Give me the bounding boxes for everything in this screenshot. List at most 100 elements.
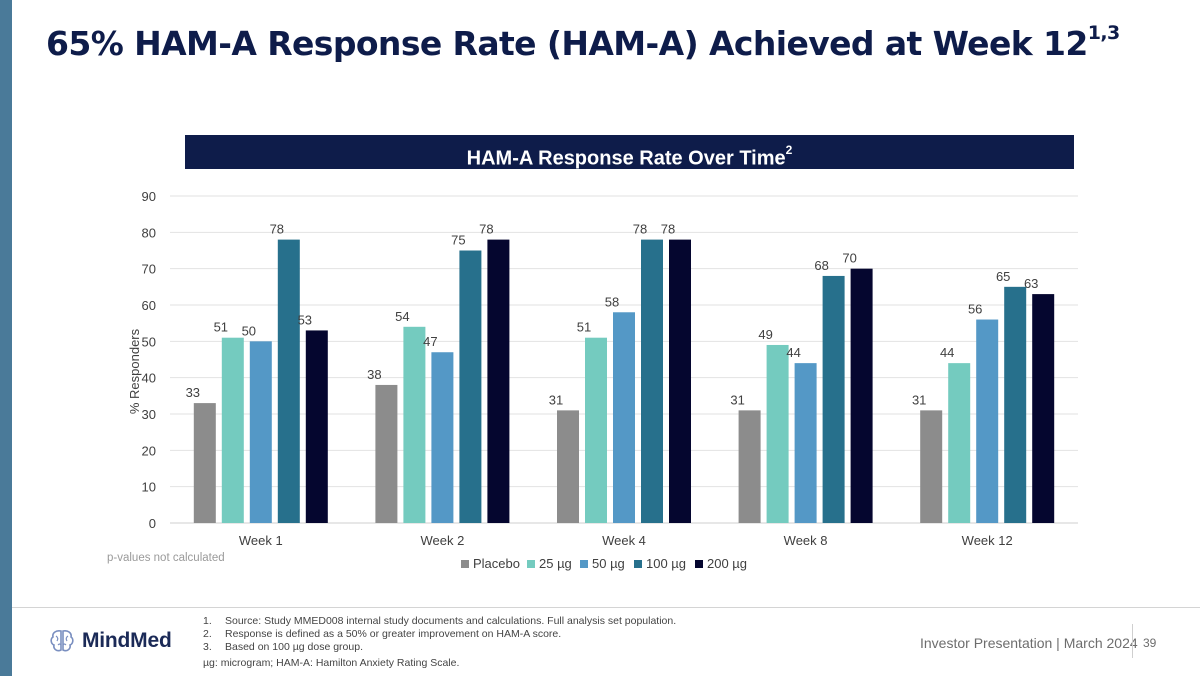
y-tick-label: 30 [142, 407, 156, 422]
footnote-text: Based on 100 µg dose group. [225, 641, 363, 653]
y-tick-label: 10 [142, 480, 156, 495]
bar [766, 344, 789, 523]
slide-title: 65% HAM-A Response Rate (HAM-A) Achieved… [46, 22, 1120, 63]
data-label: 50 [242, 323, 256, 338]
chart-heading-banner: HAM-A Response Rate Over Time2 [185, 135, 1074, 170]
mindmed-logo: MindMed [48, 627, 172, 655]
data-label: 53 [298, 312, 312, 327]
page-number: 39 [1143, 636, 1157, 650]
bar [976, 319, 999, 523]
bar [822, 275, 845, 523]
legend-label: 25 µg [539, 556, 572, 571]
bar [459, 250, 482, 523]
data-label: 78 [633, 222, 647, 237]
data-label: 58 [605, 294, 619, 309]
data-label: 63 [1024, 276, 1038, 291]
data-label: 78 [661, 222, 675, 237]
bar [487, 239, 510, 523]
bar [850, 268, 873, 523]
bar [557, 410, 579, 523]
footnote-number: 1. [203, 615, 212, 627]
legend-swatch [695, 559, 703, 568]
y-tick-label: 60 [142, 298, 156, 313]
legend-label: Placebo [473, 556, 520, 571]
brain-icon [50, 630, 74, 652]
legend-label: 50 µg [592, 556, 625, 571]
footnotes-list: 1. Source: Study MMED008 internal study d… [203, 615, 676, 654]
bar [641, 239, 663, 523]
data-label: 75 [451, 233, 465, 248]
y-tick-label: 90 [142, 189, 156, 204]
bar [1032, 294, 1055, 523]
bar [585, 337, 607, 523]
p-value-note: p-values not calculated [107, 552, 225, 564]
y-tick-label: 50 [142, 334, 156, 349]
data-label: 38 [367, 367, 381, 382]
legend-label: 200 µg [707, 556, 748, 571]
legend-item: 100 µg [634, 556, 686, 571]
bar [794, 363, 817, 523]
data-label: 56 [968, 302, 982, 317]
data-label: 68 [814, 258, 828, 273]
brand-name: MindMed [82, 629, 172, 652]
legend-swatch [461, 559, 469, 568]
bar [669, 239, 691, 523]
bar [249, 341, 272, 523]
y-tick-label: 40 [142, 371, 156, 386]
data-label: 78 [270, 222, 284, 237]
x-category-label: Week 12 [962, 533, 1013, 548]
legend-swatch [527, 559, 535, 568]
bar [305, 330, 328, 523]
y-tick-label: 80 [142, 225, 156, 240]
data-label: 31 [912, 392, 926, 407]
bar [375, 384, 398, 523]
legend-item: 25 µg [527, 556, 572, 571]
legend-swatch [634, 559, 642, 568]
chart-heading-text: HAM-A Response Rate Over Time [466, 147, 786, 170]
footnote-number: 3. [203, 641, 212, 653]
bar [920, 410, 943, 523]
legend-item: 200 µg [695, 556, 747, 571]
data-label: 51 [577, 320, 591, 335]
bar [1004, 286, 1027, 523]
data-label: 51 [214, 320, 228, 335]
bar [613, 312, 635, 523]
footnote-number: 2. [203, 628, 212, 640]
x-category-label: Week 4 [602, 533, 646, 548]
legend-item: Placebo [461, 556, 520, 571]
footnote-item: 2. Response is defined as a 50% or greate… [203, 628, 676, 641]
footer-divider [12, 607, 1200, 608]
bar [738, 410, 761, 523]
data-label: 33 [186, 385, 200, 400]
data-label: 49 [758, 327, 772, 342]
footer-separator [1132, 624, 1133, 658]
legend-item: 50 µg [580, 556, 625, 571]
bar [948, 363, 971, 523]
legend-label: 100 µg [646, 556, 687, 571]
y-tick-label: 70 [142, 262, 156, 277]
bar [277, 239, 300, 523]
data-label: 65 [996, 269, 1010, 284]
bar [221, 337, 244, 523]
slide-title-superscript: 1,3 [1087, 22, 1120, 44]
chart-legend: Placebo 25 µg 50 µg 100 µg 200 µg [0, 556, 1200, 574]
x-category-label: Week 1 [239, 533, 283, 548]
y-tick-label: 0 [149, 516, 156, 531]
legend-swatch [580, 559, 588, 568]
bar [403, 326, 426, 523]
abbreviations-note: µg: microgram; HAM-A: Hamilton Anxiety R… [203, 657, 460, 669]
bar [193, 403, 216, 523]
bar-chart: 0 10 20 30 40 50 60 70 80 90 % Responders 33 51 50 78 5… [127, 189, 1078, 548]
footnote-text: Source: Study MMED008 internal study doc… [225, 615, 677, 627]
bar [431, 352, 454, 523]
data-label: 70 [842, 251, 856, 266]
x-category-label: Week 2 [420, 533, 464, 548]
side-accent-bar [0, 0, 12, 676]
slide-title-text: 65% HAM-A Response Rate (HAM-A) Achieved… [46, 24, 1088, 63]
data-label: 31 [549, 392, 563, 407]
data-label: 78 [479, 222, 493, 237]
footnote-item: 1. Source: Study MMED008 internal study d… [203, 615, 676, 628]
data-label: 47 [423, 334, 437, 349]
y-tick-label: 20 [142, 443, 156, 458]
data-label: 44 [786, 345, 800, 360]
